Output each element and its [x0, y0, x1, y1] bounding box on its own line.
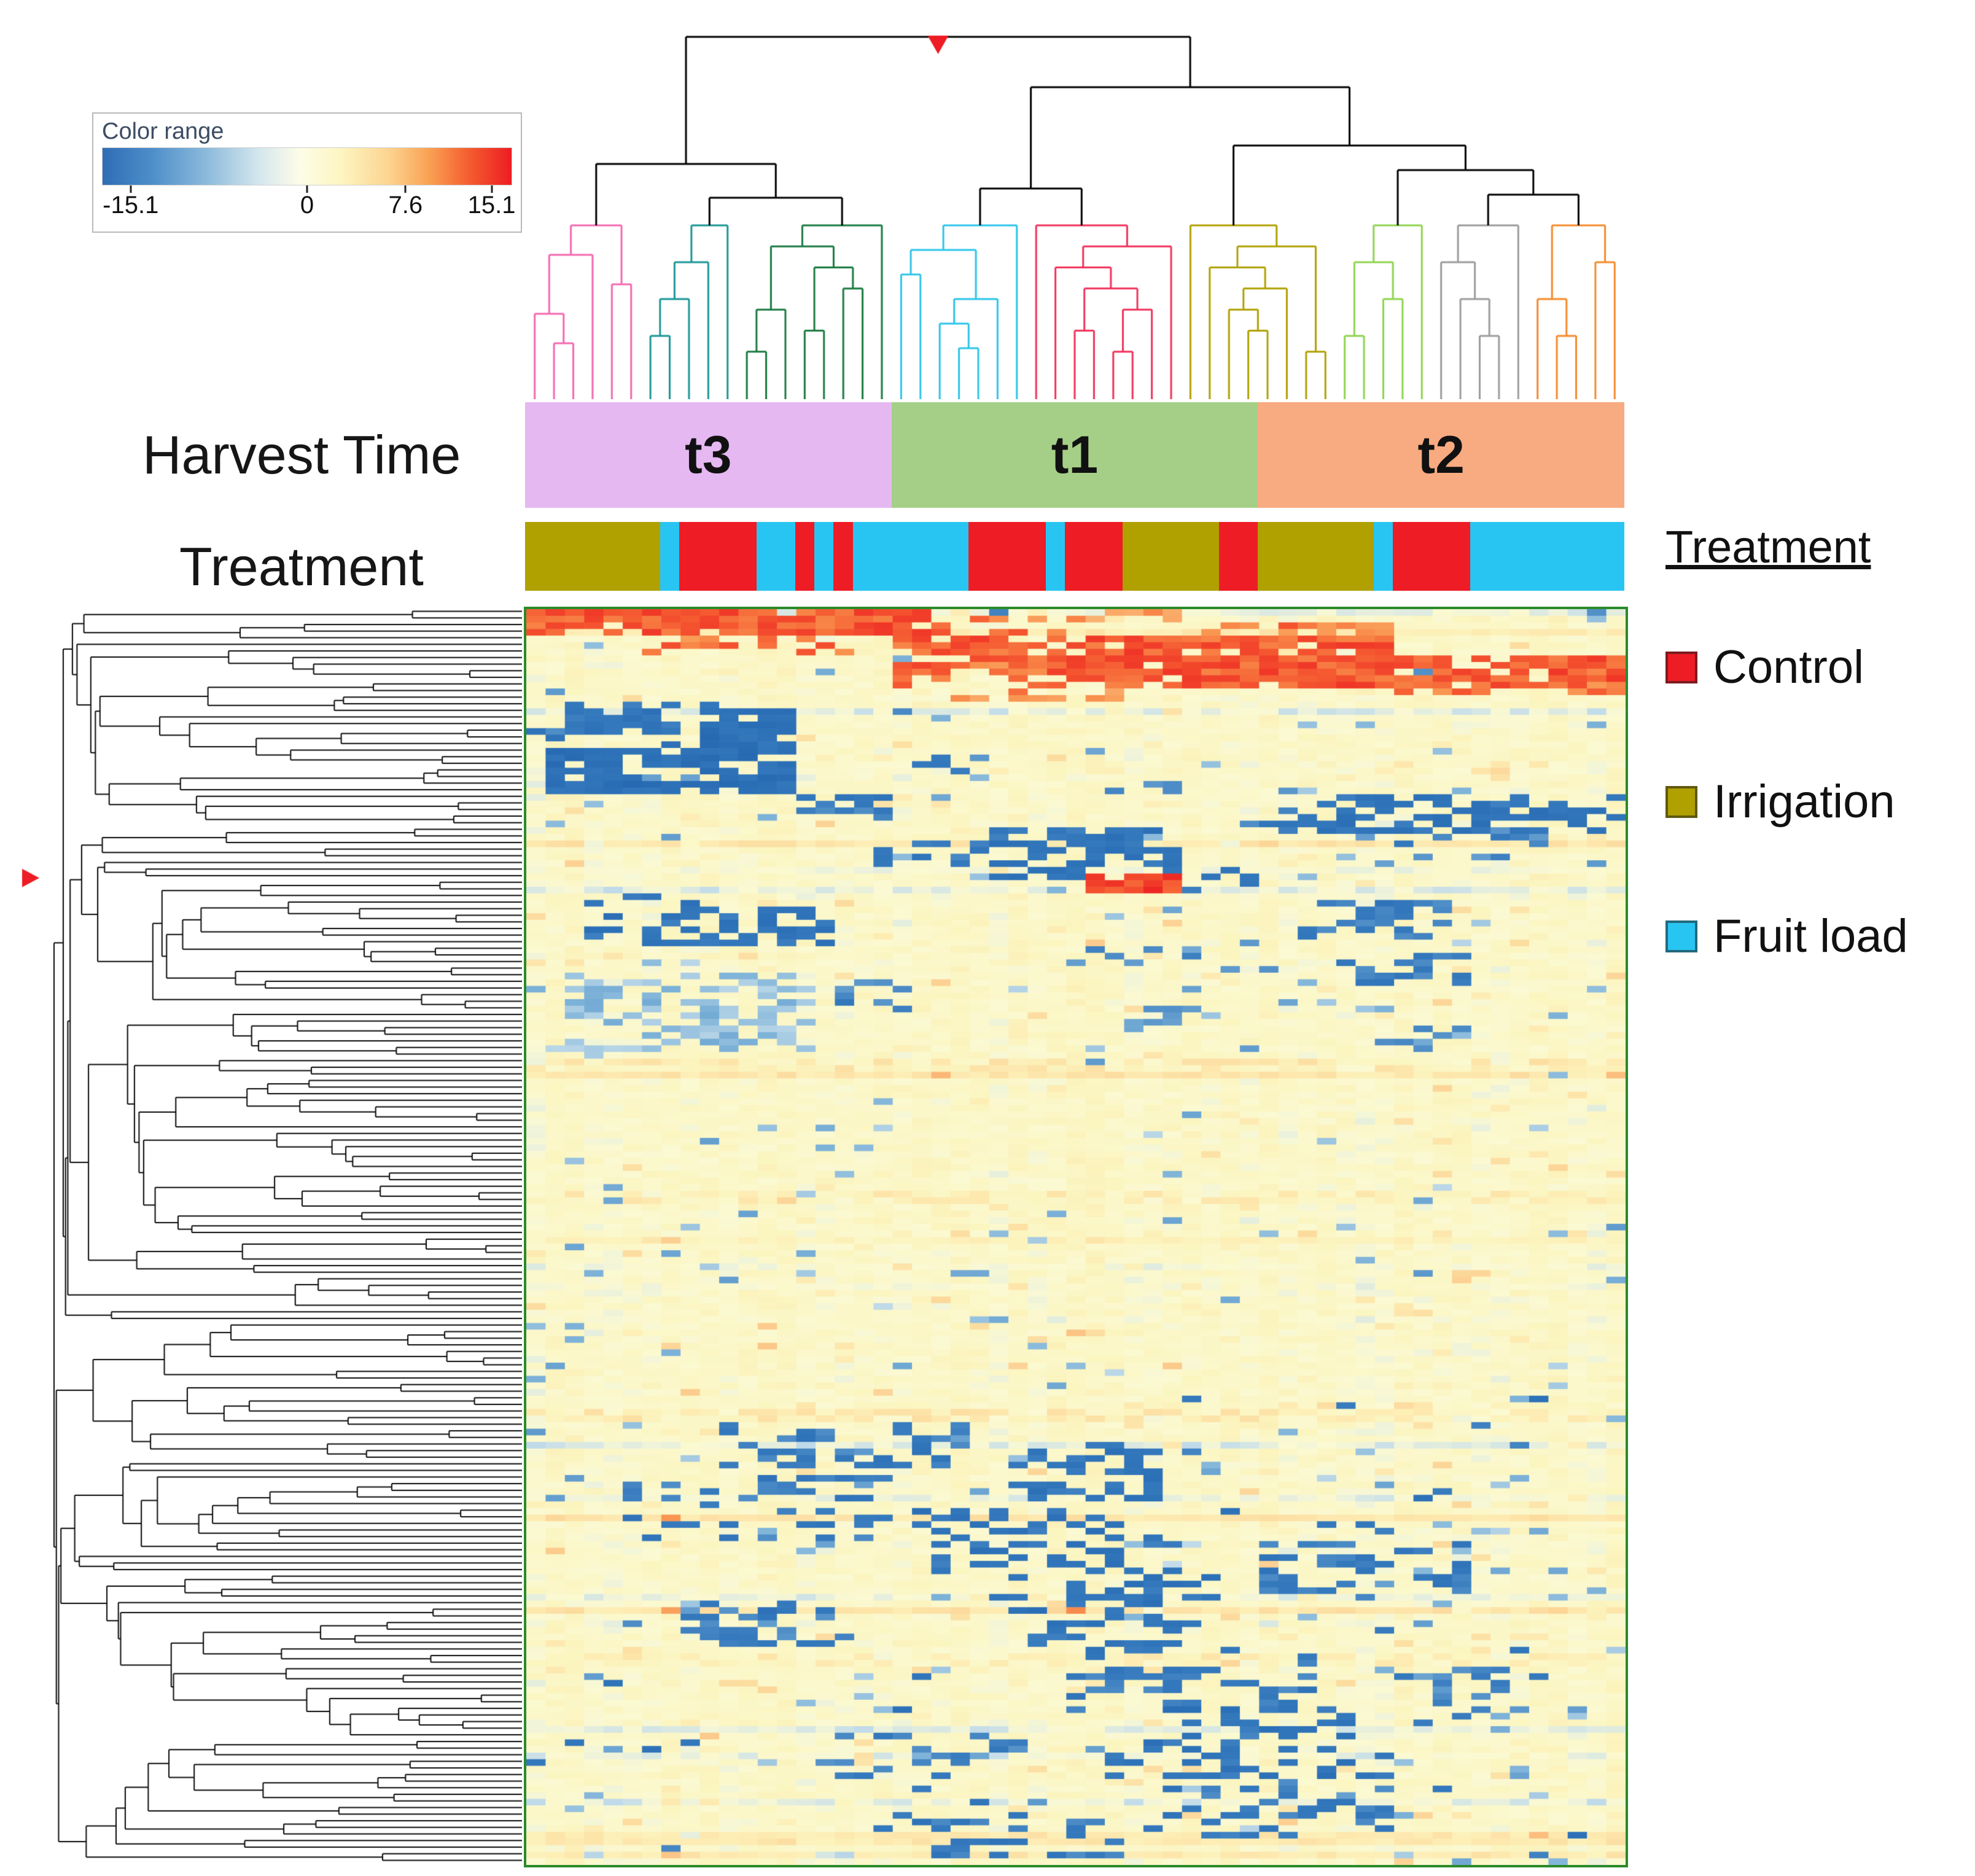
legend-swatch-fruitload — [1665, 920, 1697, 952]
harvest-segment-label: t2 — [1417, 425, 1465, 485]
legend-swatch-irrigation — [1665, 785, 1697, 818]
harvest-segment-label: t1 — [1051, 425, 1099, 485]
treatment-segment-control — [795, 522, 814, 591]
color-range-tick-label: 0 — [300, 192, 314, 219]
harvest-segment-t2: t2 — [1258, 402, 1625, 508]
treatment-legend-items: Control Irrigation Fruit load — [1665, 640, 1960, 963]
treatment-segment-control — [1393, 522, 1470, 591]
harvest-time-label: Harvest Time — [142, 424, 461, 485]
treatment-segment-fruitload — [814, 522, 834, 591]
legend-item-control: Control — [1665, 640, 1960, 694]
harvest-time-bar: t3 t1 t2 — [525, 402, 1625, 508]
column-dendrogram — [525, 14, 1624, 399]
color-range-tick-mark — [306, 185, 308, 193]
treatment-legend: Treatment Control Irrigation Fruit load — [1665, 521, 1960, 1044]
treatment-segment-irrigation — [1123, 522, 1220, 591]
legend-item-label: Fruit load — [1713, 910, 1908, 962]
treatment-legend-title: Treatment — [1665, 521, 1871, 572]
treatment-segment-fruitload — [1470, 522, 1624, 591]
legend-item-fruitload: Fruit load — [1665, 909, 1960, 963]
treatment-segment-fruitload — [756, 522, 795, 591]
treatment-segment-control — [833, 522, 853, 591]
heatmap-border — [524, 607, 1628, 1867]
treatment-segment-control — [968, 522, 1046, 591]
harvest-segment-label: t3 — [685, 425, 732, 485]
color-range-ticks: -15.1 0 7.6 15.1 — [102, 185, 516, 219]
harvest-segment-t3: t3 — [525, 402, 892, 508]
treatment-segment-control — [679, 522, 757, 591]
color-range-tick-label: 7.6 — [388, 192, 423, 219]
treatment-segment-control — [1219, 522, 1258, 591]
color-range-tick-label: -15.1 — [103, 192, 159, 219]
treatment-segment-irrigation — [1258, 522, 1374, 591]
legend-swatch-control — [1665, 651, 1697, 683]
treatment-bar — [525, 522, 1624, 591]
treatment-segment-fruitload — [1373, 522, 1393, 591]
treatment-segment-fruitload — [1045, 522, 1065, 591]
legend-item-label: Control — [1713, 641, 1864, 693]
color-range-label: Color range — [102, 119, 224, 144]
treatment-segment-fruitload — [660, 522, 680, 591]
color-range-legend: Color range -15.1 0 7.6 15.1 — [92, 112, 522, 233]
color-range-tick-mark — [404, 185, 407, 193]
harvest-segment-t1: t1 — [891, 402, 1258, 508]
color-gradient-bar — [102, 147, 512, 185]
legend-item-irrigation: Irrigation — [1665, 775, 1960, 828]
color-range-tick-mark — [130, 185, 132, 193]
color-range-tick-label: 15.1 — [467, 192, 516, 219]
treatment-label: Treatment — [179, 536, 424, 597]
heatmap-canvas — [526, 609, 1626, 1865]
treatment-segment-fruitload — [852, 522, 969, 591]
treatment-segment-irrigation — [525, 522, 660, 591]
legend-item-label: Irrigation — [1713, 776, 1895, 828]
color-range-tick-mark — [491, 185, 493, 193]
treatment-segment-control — [1065, 522, 1123, 591]
row-dendrogram — [18, 608, 522, 1864]
